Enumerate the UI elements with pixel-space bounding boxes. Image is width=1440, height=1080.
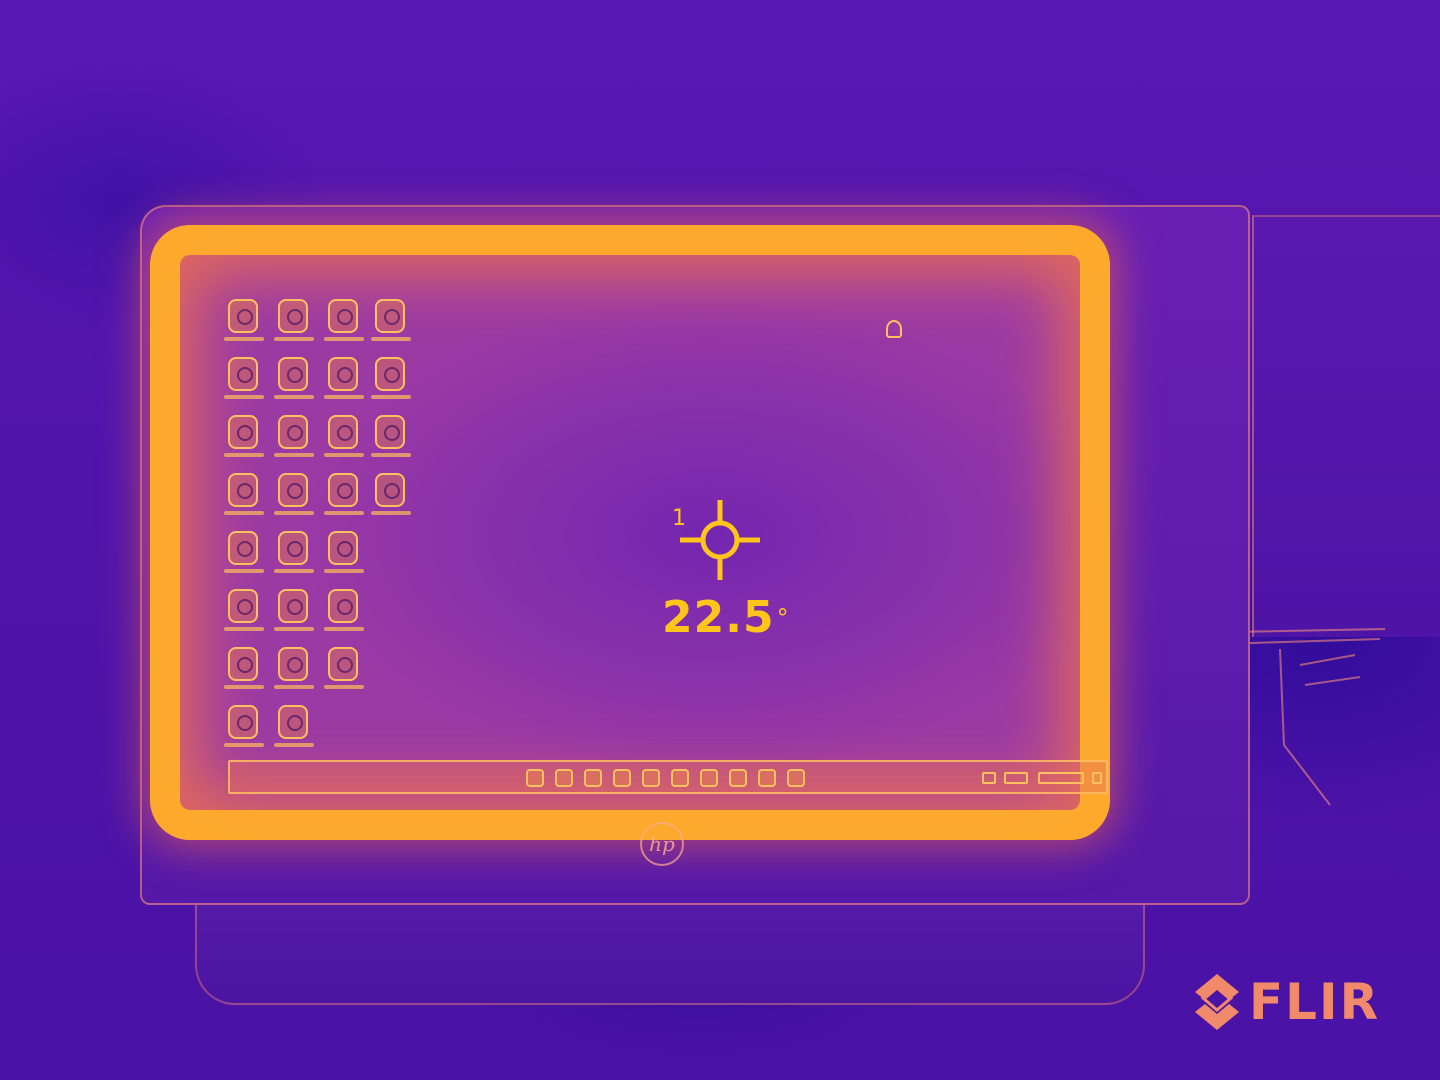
taskbar-app-icon[interactable]	[671, 769, 689, 787]
flir-diamond-icon	[1195, 974, 1239, 1030]
flir-logo-text: FLIR	[1249, 973, 1381, 1031]
desktop-icon[interactable]	[274, 357, 314, 399]
desktop-icon[interactable]	[224, 705, 264, 747]
flir-logo: FLIR	[1195, 972, 1380, 1032]
desktop-icon[interactable]	[224, 415, 264, 457]
desktop-icon[interactable]	[274, 415, 314, 457]
system-tray-icon[interactable]	[1038, 772, 1084, 784]
desktop-icon-grid	[220, 295, 420, 747]
desktop-icon[interactable]	[324, 589, 364, 631]
desktop-icon[interactable]	[371, 357, 411, 399]
desktop-icon[interactable]	[224, 531, 264, 573]
desktop-icon[interactable]	[324, 299, 364, 341]
taskbar-app-icon[interactable]	[642, 769, 660, 787]
taskbar-app-icon[interactable]	[787, 769, 805, 787]
taskbar-app-icon[interactable]	[555, 769, 573, 787]
temperature-readout: 22.5°	[662, 596, 790, 640]
spot-id-label: 1	[672, 506, 686, 531]
desktop-icon[interactable]	[274, 589, 314, 631]
system-tray-icon[interactable]	[982, 772, 996, 784]
desktop-icon[interactable]	[224, 299, 264, 341]
desktop-icon[interactable]	[371, 473, 411, 515]
desktop-icon[interactable]	[224, 647, 264, 689]
taskbar-app-icon[interactable]	[584, 769, 602, 787]
desktop-icon[interactable]	[274, 647, 314, 689]
taskbar-app-icon[interactable]	[758, 769, 776, 787]
desktop-icon[interactable]	[224, 589, 264, 631]
desktop-icon[interactable]	[274, 705, 314, 747]
monitor-screen	[150, 225, 1110, 840]
monitor-stand	[195, 905, 1145, 1005]
desktop-icon[interactable]	[371, 299, 411, 341]
system-tray-icon[interactable]	[1004, 772, 1028, 784]
hp-logo: hp	[640, 822, 684, 866]
desktop-icon[interactable]	[274, 299, 314, 341]
taskbar-app-icon[interactable]	[700, 769, 718, 787]
desktop-icon[interactable]	[324, 473, 364, 515]
desktop-icon[interactable]	[274, 531, 314, 573]
desktop-icon[interactable]	[324, 531, 364, 573]
desktop-icon[interactable]	[371, 415, 411, 457]
desktop-icon[interactable]	[274, 473, 314, 515]
taskbar-app-icon[interactable]	[526, 769, 544, 787]
taskbar-app-icon[interactable]	[729, 769, 747, 787]
desktop-icon[interactable]	[224, 473, 264, 515]
notification-icon	[886, 320, 902, 338]
desktop-icon[interactable]	[324, 357, 364, 399]
spot-meter-crosshair-icon	[680, 500, 760, 580]
taskbar	[228, 760, 1108, 794]
side-furniture	[1252, 215, 1440, 637]
temperature-value: 22.5	[662, 592, 775, 643]
desktop-icon[interactable]	[224, 357, 264, 399]
system-tray-icon[interactable]	[1092, 772, 1102, 784]
desktop-icon[interactable]	[324, 415, 364, 457]
taskbar-app-icon[interactable]	[613, 769, 631, 787]
desktop-icon[interactable]	[324, 647, 364, 689]
temperature-unit: °	[776, 604, 790, 632]
